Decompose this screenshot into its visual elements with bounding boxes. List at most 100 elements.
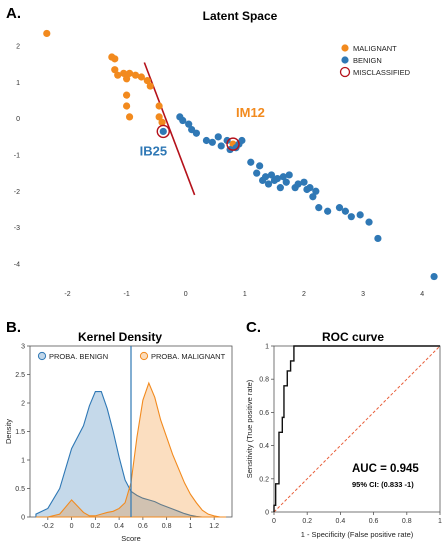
y-tick-label: 0.2 [259,476,269,483]
benign-point [273,174,281,183]
x-tick-label: 0 [70,523,74,530]
panel-b-letter: B. [6,319,21,336]
kernel-density-plot: 0 0.5 1 1.5 2 2.5 3 -0.2 0 0.2 0.4 0.6 0.8 1 1.2 Score D… [4,344,233,543]
legend-malignant-marker [139,351,149,361]
auc-label: AUC = 0.945 [352,463,419,475]
malignant-point [155,102,163,110]
benign-point [430,272,438,281]
x-tick-label: 0.4 [114,523,124,530]
x-tick-label: 1 [438,518,442,525]
benign-point [192,129,200,137]
benign-point [267,171,276,179]
malignant-point [111,55,119,63]
legend-malignant-marker [341,44,349,52]
malignant-density-area [35,381,227,518]
legend-misclassified-marker [339,66,351,78]
benign-point [285,171,293,179]
benign-point [341,207,349,215]
benign-point [306,184,314,192]
benign-point [312,187,320,195]
benign-point [159,127,167,136]
x-tick-label: -1 [123,291,129,298]
legend-label: MALIGNANT [353,44,397,53]
malignant-point [123,75,131,83]
panel-a-letter: A. [6,5,21,22]
benign-point [315,204,323,212]
benign-point [335,204,344,212]
y-tick-label: 1 [265,344,269,351]
malignant-point [155,113,163,121]
benign-point [374,234,382,243]
y-tick-label: 2 [16,44,20,51]
malignant-point [125,69,134,77]
benign-point [259,176,267,184]
x-tick-label: 0.2 [90,523,100,530]
y-axis-label: Density [4,419,13,444]
y-tick-label: 3 [21,344,25,351]
x-tick-label: -0.2 [42,523,54,530]
ci-label: 95% CI: (0.833 -1) [352,480,414,489]
y-tick-label: 0 [265,510,269,517]
benign-point [202,136,211,145]
benign-point [217,142,225,150]
roc-curve-line [273,345,440,512]
y-tick-label: 0.4 [259,443,269,450]
benign-point [223,136,231,145]
benign-point [279,173,287,181]
benign-point [238,136,246,145]
benign-point [347,213,355,221]
malignant-point [43,29,51,38]
benign-point [300,178,308,186]
y-axis-label: Sensitivity (True positive rate) [245,379,254,478]
benign-point [365,218,373,226]
x-tick-label: 1 [243,291,247,298]
malignant-point [158,118,166,126]
y-tick-label: 0.5 [15,486,25,493]
y-tick-label: -4 [14,261,20,268]
legend-label: PROBA. MALIGNANT [151,352,226,361]
benign-point [276,184,284,192]
y-tick-label: 2 [21,401,25,408]
y-tick-label: -3 [14,225,20,232]
benign-point [294,180,302,188]
misclassified-marker [226,137,240,151]
x-tick-label: 2 [302,291,306,298]
legend-label: BENIGN [353,56,382,65]
latent-space-title: Latent Space [203,9,278,23]
y-tick-label: -1 [14,153,20,160]
benign-point [256,162,264,170]
x-tick-label: -2 [64,291,70,298]
latent-space-plot: 2 1 0 -1 -2 -3 -4 -2 -1 0 1 2 3 4 IM12 IB25 MALIGNANT BEN… [14,29,438,298]
legend-label: MISCLASSIFIED [353,68,411,77]
panel-c-letter: C. [246,319,261,336]
x-axis-label: 1 - Specificity (False positive rate) [301,530,414,539]
benign-point [356,211,364,219]
x-tick-label: 0 [272,518,276,525]
x-tick-label: 0.4 [336,518,346,525]
benign-point [208,138,216,146]
legend-benign-marker [37,351,47,361]
benign-point [185,120,193,128]
benign-point [324,207,332,215]
roc-plot: 0 0.2 0.4 0.6 0.8 1 0 0.2 0.4 0.6 0.8 1 1 - Specific… [245,344,442,540]
malignant-point [131,71,140,79]
x-tick-label: 0.8 [162,523,172,530]
benign-point [253,169,261,177]
y-tick-label: 1 [16,80,20,87]
malignant-point [123,102,131,110]
benign-point [247,158,255,166]
y-tick-label: 2.5 [15,372,25,379]
malignant-point [125,113,134,121]
malignant-point [123,91,131,99]
y-tick-label: 0 [16,116,20,123]
y-tick-label: 0.8 [259,377,269,384]
benign-point [264,180,273,188]
x-tick-label: 0.8 [402,518,412,525]
legend-label: PROBA. BENIGN [49,352,108,361]
annotation-im12: IM12 [236,105,265,120]
y-tick-label: 1.5 [15,429,25,436]
x-tick-label: 3 [361,291,365,298]
malignant-point [120,69,128,77]
malignant-point [146,82,154,90]
